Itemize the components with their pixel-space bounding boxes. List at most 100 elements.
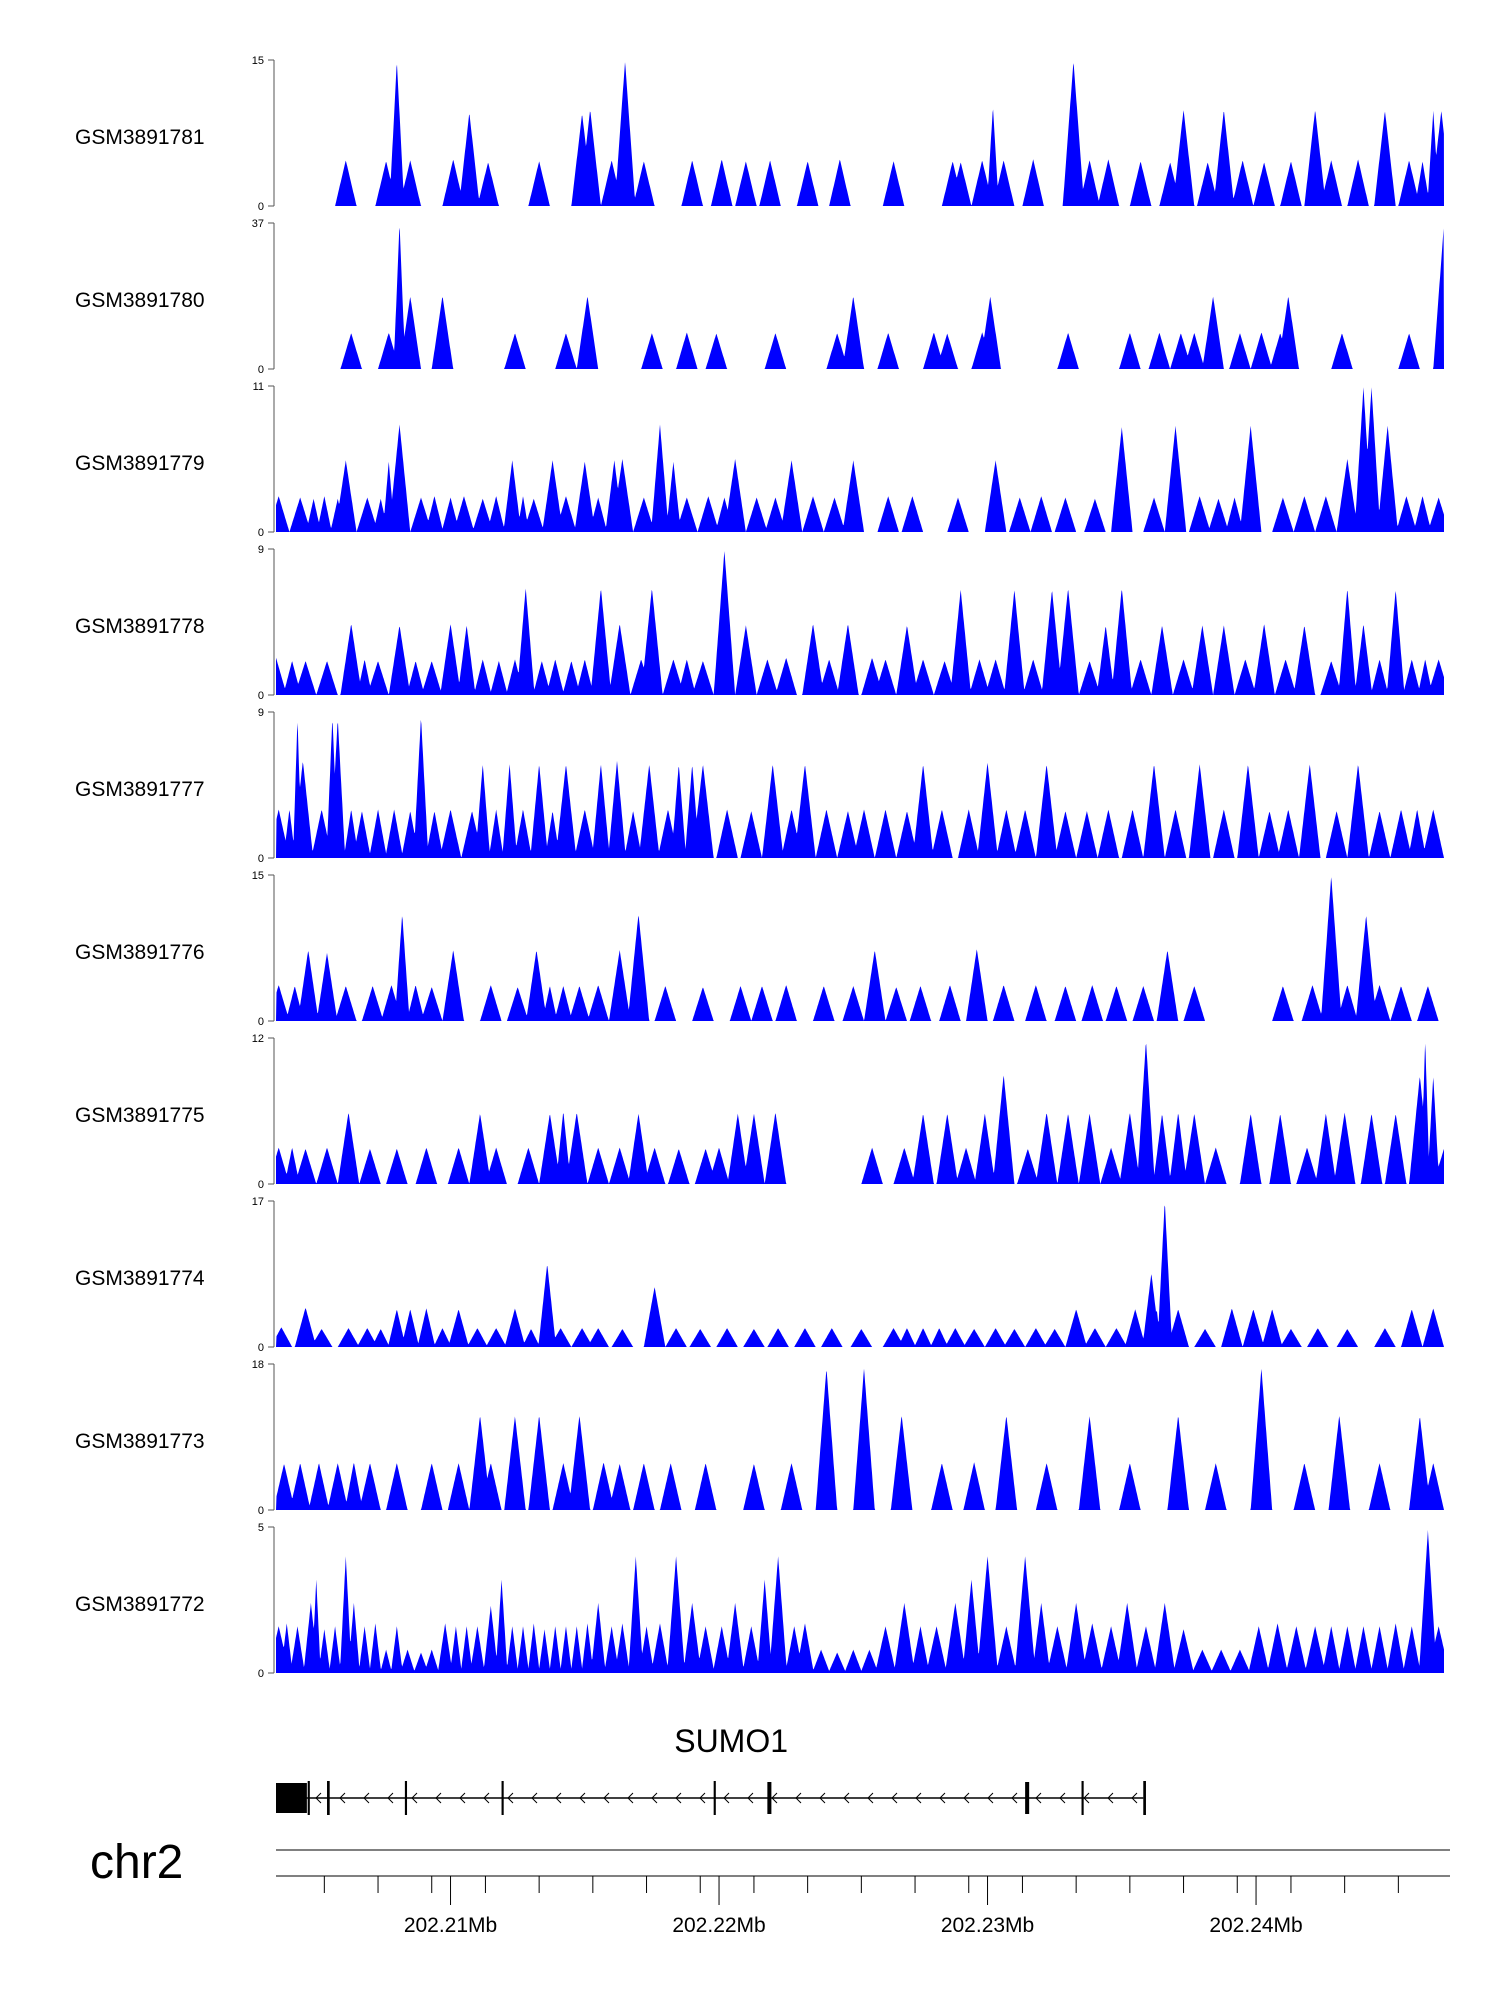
strand-arrow xyxy=(723,1792,730,1804)
track-GSM3891776: GSM3891776 15 0 xyxy=(75,870,1439,1028)
coverage-area xyxy=(276,719,1444,858)
coverage-area xyxy=(276,387,1444,532)
strand-arrows xyxy=(315,1792,1138,1804)
exon xyxy=(1143,1781,1146,1815)
strand-arrow xyxy=(339,1792,346,1804)
exon xyxy=(404,1781,408,1815)
strand-arrow xyxy=(843,1792,850,1804)
y-max-label: 5 xyxy=(258,1522,264,1534)
track-label: GSM3891773 xyxy=(75,1430,205,1453)
strand-arrow xyxy=(387,1792,394,1804)
track-label: GSM3891781 xyxy=(75,126,205,149)
strand-arrow xyxy=(459,1792,466,1804)
strand-arrow xyxy=(963,1792,970,1804)
exon xyxy=(1081,1781,1084,1815)
y-max-label: 37 xyxy=(252,218,264,230)
strand-arrow xyxy=(1011,1792,1018,1804)
exon xyxy=(767,1782,772,1814)
exon xyxy=(307,1781,310,1815)
y-zero-label: 0 xyxy=(258,201,264,213)
gene-exons xyxy=(276,1781,1146,1815)
strand-arrow xyxy=(363,1792,370,1804)
strand-arrow xyxy=(531,1792,538,1804)
track-GSM3891778: GSM3891778 9 0 xyxy=(75,544,1444,702)
track-label: GSM3891780 xyxy=(75,289,205,312)
coverage-area xyxy=(276,1529,1444,1673)
strand-arrow xyxy=(555,1792,562,1804)
strand-arrow xyxy=(315,1792,322,1804)
exon xyxy=(713,1781,716,1815)
track-label: GSM3891772 xyxy=(75,1593,205,1616)
exon xyxy=(501,1781,504,1815)
track-GSM3891773: GSM3891773 18 0 xyxy=(75,1359,1444,1517)
coverage-area xyxy=(340,227,1444,369)
y-max-label: 12 xyxy=(252,1033,264,1045)
track-label: GSM3891776 xyxy=(75,941,205,964)
track-GSM3891774: GSM3891774 17 0 xyxy=(75,1196,1444,1354)
strand-arrow xyxy=(1035,1792,1042,1804)
strand-arrow xyxy=(771,1792,778,1804)
strand-arrow xyxy=(651,1792,658,1804)
strand-arrow xyxy=(699,1792,706,1804)
coverage-area xyxy=(335,62,1445,206)
y-zero-label: 0 xyxy=(258,853,264,865)
strand-arrow xyxy=(627,1792,634,1804)
y-zero-label: 0 xyxy=(258,1668,264,1680)
coverage-area xyxy=(276,877,1439,1021)
strand-arrow xyxy=(1107,1792,1114,1804)
strand-arrow xyxy=(435,1792,442,1804)
track-GSM3891772: GSM3891772 5 0 xyxy=(75,1522,1444,1680)
y-zero-label: 0 xyxy=(258,364,264,376)
chromosome-label: chr2 xyxy=(90,1836,183,1889)
exon xyxy=(1025,1782,1030,1814)
strand-arrow xyxy=(1131,1792,1138,1804)
genome-axis: chr2 202.21Mb 202.22Mb 202.23Mb 202.24Mb xyxy=(90,1836,1450,1937)
strand-arrow xyxy=(483,1792,490,1804)
track-label: GSM3891774 xyxy=(75,1267,205,1290)
strand-arrow xyxy=(939,1792,946,1804)
track-label: GSM3891775 xyxy=(75,1104,205,1127)
track-GSM3891780: GSM3891780 37 0 xyxy=(75,218,1444,376)
gene-name-label: SUMO1 xyxy=(674,1723,788,1759)
y-max-label: 11 xyxy=(253,381,264,393)
strand-arrow xyxy=(1083,1792,1090,1804)
y-max-label: 9 xyxy=(258,707,264,719)
strand-arrow xyxy=(795,1792,802,1804)
y-zero-label: 0 xyxy=(258,1342,264,1354)
y-zero-label: 0 xyxy=(258,527,264,539)
data-tracks: GSM3891781150GSM3891780370GSM3891779110G… xyxy=(75,55,1445,1680)
track-GSM3891777: GSM3891777 9 0 xyxy=(75,707,1444,865)
coverage-area xyxy=(276,1368,1444,1510)
coverage-area xyxy=(276,1205,1444,1347)
exon xyxy=(276,1783,307,1813)
strand-arrow xyxy=(867,1792,874,1804)
x-tick-label: 202.22Mb xyxy=(672,1914,765,1937)
y-zero-label: 0 xyxy=(258,690,264,702)
y-zero-label: 0 xyxy=(258,1505,264,1517)
exon xyxy=(327,1781,330,1815)
track-label: GSM3891778 xyxy=(75,615,205,638)
y-max-label: 17 xyxy=(252,1196,264,1208)
y-max-label: 15 xyxy=(252,55,264,67)
strand-arrow xyxy=(603,1792,610,1804)
track-GSM3891781: GSM3891781 15 0 xyxy=(75,55,1445,213)
track-GSM3891775: GSM3891775 12 0 xyxy=(75,1033,1444,1191)
y-zero-label: 0 xyxy=(258,1016,264,1028)
y-max-label: 9 xyxy=(258,544,264,556)
strand-arrow xyxy=(891,1792,898,1804)
strand-arrow xyxy=(819,1792,826,1804)
strand-arrow xyxy=(579,1792,586,1804)
track-GSM3891779: GSM3891779 11 0 xyxy=(75,381,1444,539)
y-max-label: 18 xyxy=(252,1359,264,1371)
strand-arrow xyxy=(915,1792,922,1804)
strand-arrow xyxy=(747,1792,754,1804)
x-tick-label: 202.23Mb xyxy=(941,1914,1034,1937)
x-tick-label: 202.24Mb xyxy=(1209,1914,1302,1937)
gene-annotation-track: SUMO1 xyxy=(276,1723,1146,1815)
strand-arrow xyxy=(1059,1792,1066,1804)
track-label: GSM3891777 xyxy=(75,778,205,801)
strand-arrow xyxy=(507,1792,514,1804)
x-tick-label: 202.21Mb xyxy=(404,1914,497,1937)
coverage-area xyxy=(276,551,1444,695)
